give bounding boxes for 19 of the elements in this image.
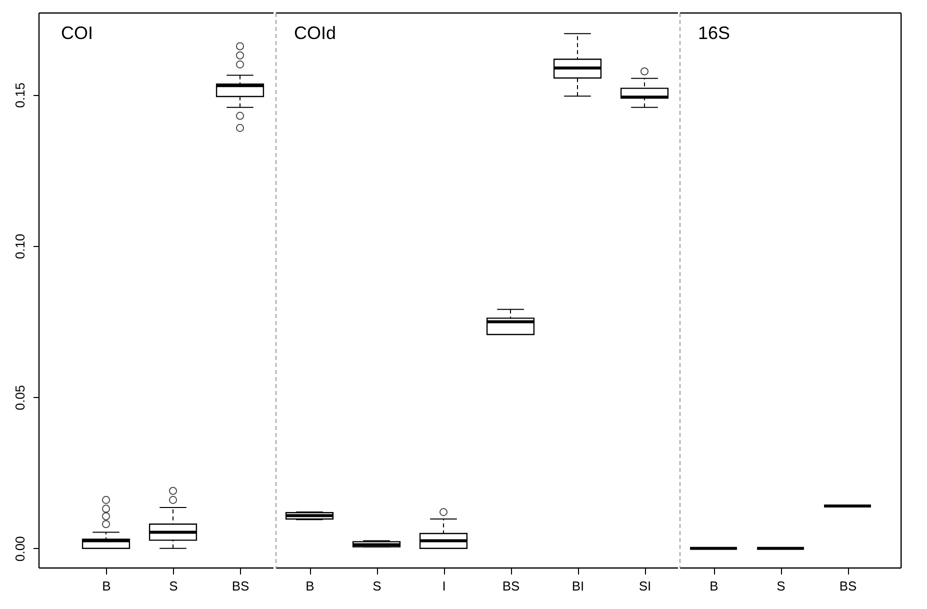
x-tick-label: BS xyxy=(232,578,250,594)
y-tick-label: 0.10 xyxy=(12,234,28,260)
annotation: 16S xyxy=(698,23,730,43)
y-tick-label: 0.00 xyxy=(12,536,28,562)
y-tick-label: 0.15 xyxy=(12,82,28,108)
x-tick-label: B xyxy=(306,578,314,594)
x-tick-label: B xyxy=(102,578,111,594)
x-tick-label: BI xyxy=(572,578,584,594)
x-tick-label: B xyxy=(710,578,718,594)
x-tick-label: SI xyxy=(638,578,652,594)
x-tick-label: S xyxy=(372,578,382,594)
y-tick-label: 0.05 xyxy=(12,384,28,410)
x-tick-label: BS xyxy=(502,578,520,594)
annotation: COId xyxy=(294,23,336,43)
x-tick-label: BS xyxy=(839,578,857,594)
annotation: COI xyxy=(61,23,94,43)
x-tick-label: S xyxy=(776,578,786,594)
x-tick-label: I xyxy=(442,578,446,594)
x-tick-label: S xyxy=(169,578,178,594)
